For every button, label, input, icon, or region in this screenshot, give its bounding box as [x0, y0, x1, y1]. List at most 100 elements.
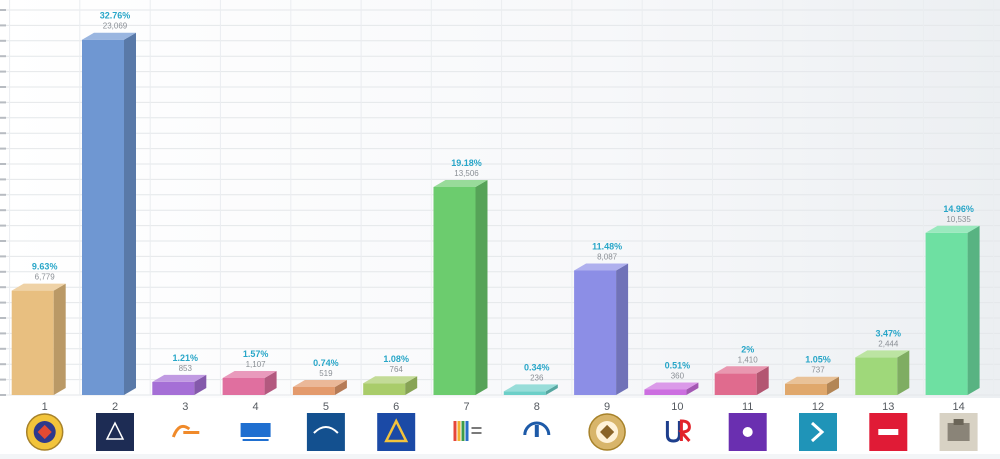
y-tick-mark [0, 86, 6, 88]
y-tick-mark [0, 24, 6, 27]
logo-strip-background [0, 398, 1000, 454]
y-tick-mark [0, 55, 6, 58]
y-tick-mark [0, 301, 6, 304]
y-tick-mark [0, 394, 6, 396]
x-tick-label: 9 [604, 401, 610, 413]
x-tick-label: 7 [463, 401, 469, 413]
colored-bars-logo-icon [453, 421, 482, 441]
x-tick-label: 12 [812, 401, 824, 413]
bar-top [785, 376, 839, 384]
y-tick-mark [0, 240, 6, 242]
bar-12 [785, 376, 839, 395]
bar-front [644, 389, 687, 395]
bar-side [194, 374, 207, 395]
y-tick-mark [0, 178, 6, 181]
bar-top [503, 384, 558, 392]
percent-label: 1.57% [243, 349, 269, 359]
value-label: 764 [390, 365, 404, 374]
bar-8 [503, 384, 558, 395]
bar-front [785, 383, 827, 395]
y-tick-mark [0, 147, 6, 150]
bar-top [363, 376, 418, 384]
x-tick-label: 1 [42, 401, 48, 413]
y-tick-mark [0, 286, 6, 289]
x-tick-label: 4 [253, 401, 259, 413]
y-tick-mark [0, 347, 6, 350]
wings-emblem-icon [306, 413, 345, 451]
bar-4 [222, 371, 277, 395]
blue-arc-logo-icon [523, 421, 551, 437]
red-wordmark-logo-icon [869, 413, 908, 451]
percent-label: 0.34% [524, 362, 550, 372]
percent-label: 9.63% [32, 262, 58, 272]
value-label: 23,069 [103, 22, 128, 31]
bars [11, 32, 980, 395]
bar-top [433, 180, 488, 187]
y-tick-mark [0, 193, 6, 196]
y-tick-mark [0, 332, 6, 335]
x-tick-label: 3 [182, 401, 188, 413]
percent-label: 2% [741, 344, 754, 354]
purple-heart-logo-icon [728, 413, 767, 451]
building-photo-logo-icon [939, 413, 978, 451]
percent-label: 0.51% [665, 361, 691, 371]
x-tick-label: 14 [952, 401, 964, 413]
bar-front [855, 357, 898, 395]
percent-label: 32.76% [100, 11, 131, 21]
bar-front [503, 391, 546, 395]
y-tick-mark [0, 9, 6, 11]
x-tick-label: 6 [393, 401, 399, 413]
value-label: 6,779 [35, 273, 56, 282]
value-label: 2,444 [878, 339, 899, 348]
value-label: 236 [530, 373, 544, 382]
bar-6 [363, 376, 418, 395]
bar-7 [433, 180, 488, 395]
percent-label: 19.18% [451, 158, 482, 168]
bar-front [11, 290, 54, 395]
bar-side [827, 376, 839, 395]
y-tick-mark [0, 270, 6, 273]
bar-top [714, 366, 769, 374]
value-label: 1,107 [246, 360, 267, 369]
value-label: 10,535 [946, 215, 971, 224]
bar-side [264, 371, 277, 395]
value-label: 8,087 [597, 253, 618, 262]
bar-side [967, 225, 980, 395]
value-label: 737 [811, 366, 825, 375]
bar-top [292, 380, 347, 387]
y-tick-mark [0, 255, 6, 258]
bar-front [925, 232, 968, 395]
bar-top [855, 350, 910, 358]
bar-side [897, 350, 910, 395]
x-tick-label: 8 [534, 401, 540, 413]
y-tick-mark [0, 209, 6, 212]
percent-label: 11.48% [592, 242, 622, 252]
x-tick-label: 2 [112, 401, 118, 413]
bar-14 [925, 225, 980, 395]
data-labels: 9.63%6,779 32.76%23,069 1.21%853 1.57%1,107… [32, 11, 974, 383]
x-tick-label: 10 [671, 401, 683, 413]
y-tick-mark [0, 70, 6, 73]
y-tick-mark [0, 363, 6, 366]
bar-top [82, 32, 136, 40]
gold-triangle-logo-icon [377, 413, 416, 451]
value-label: 853 [179, 364, 193, 373]
bar-13 [855, 350, 910, 395]
bar-5 [292, 380, 347, 395]
bar-3 [152, 374, 207, 395]
bar-front [222, 378, 265, 395]
percent-label: 14.96% [943, 204, 974, 214]
percent-label: 1.05% [805, 355, 831, 365]
value-label: 13,506 [454, 169, 479, 178]
y-tick-mark [0, 116, 6, 119]
bar-front [152, 381, 195, 395]
bar-side [124, 32, 136, 395]
blue-wordmark-logo-icon [240, 423, 271, 441]
orange-curve-logo-icon [171, 424, 200, 438]
bar-side [756, 366, 769, 395]
percent-label: 3.47% [876, 328, 902, 338]
bar-2 [82, 32, 136, 395]
y-tick-mark [0, 163, 6, 165]
bar-1 [11, 283, 66, 395]
bar-top [644, 382, 699, 390]
